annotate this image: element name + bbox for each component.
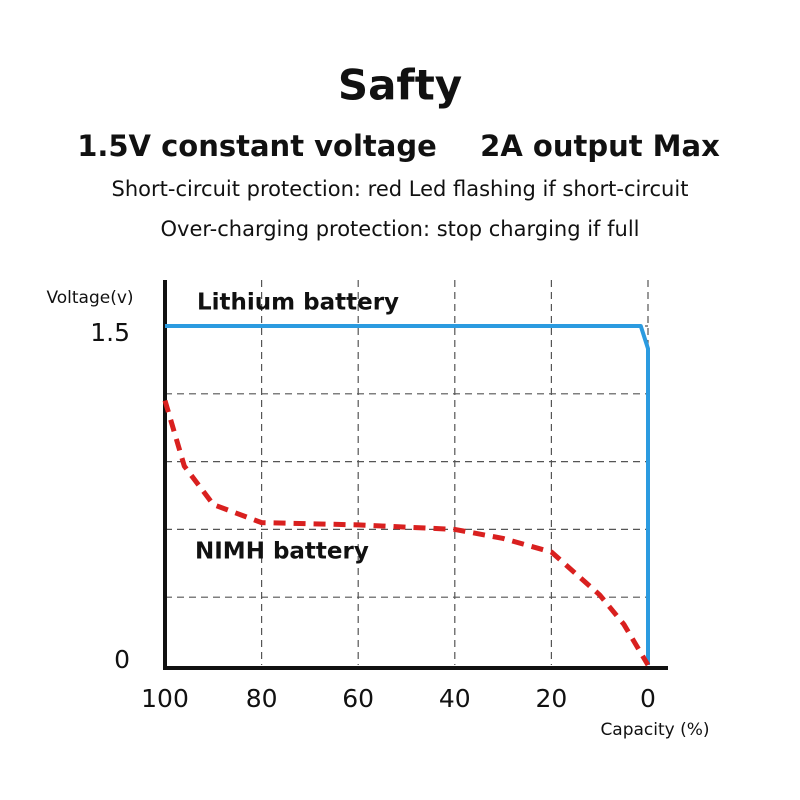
x-tick-label: 100	[141, 684, 189, 713]
x-tick-label: 40	[439, 684, 471, 713]
x-axis-label: Capacity (%)	[600, 720, 709, 740]
axis	[163, 280, 668, 670]
annotation: Over-charging protection: stop charging …	[160, 217, 639, 241]
subtitle: 2A output Max	[480, 129, 720, 163]
y-tick-label: 1.5	[90, 318, 130, 347]
y-axis-label: Voltage(v)	[46, 288, 133, 308]
subtitle: 1.5V constant voltage	[77, 129, 437, 163]
x-tick-label: 0	[640, 684, 656, 713]
series-label: NIMH battery	[195, 539, 369, 565]
y-tick-label: 0	[114, 645, 130, 674]
title: Safty	[338, 61, 462, 110]
series-line	[165, 324, 650, 665]
series-line	[162, 399, 651, 667]
annotation: Short-circuit protection: red Led flashi…	[112, 177, 689, 201]
x-tick-label: 20	[535, 684, 567, 713]
series-label: Lithium battery	[197, 290, 399, 316]
x-tick-label: 60	[342, 684, 374, 713]
x-tick-label: 80	[246, 684, 278, 713]
